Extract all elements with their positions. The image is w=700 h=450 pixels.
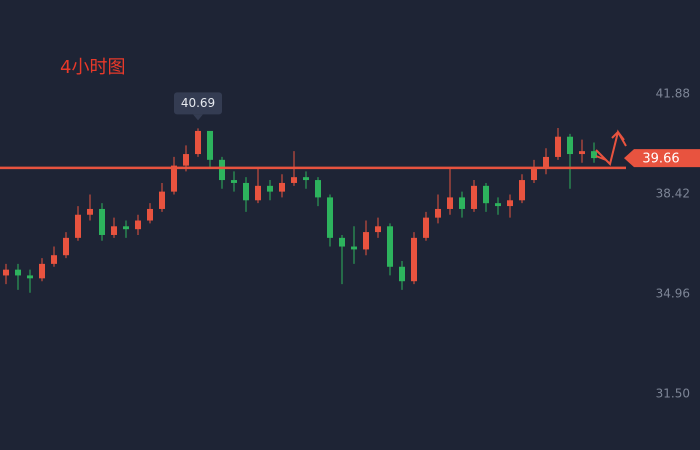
peak-label: 40.69 — [181, 96, 215, 110]
candle-body — [255, 185, 261, 201]
candle-body — [423, 217, 429, 238]
candle-body — [219, 159, 225, 181]
candle-body — [483, 185, 489, 204]
candle-body — [375, 226, 381, 233]
candle-body — [231, 180, 237, 183]
y-tick-label: 38.42 — [656, 186, 690, 200]
last-price-label: 39.66 — [642, 152, 679, 167]
peak-label-box — [174, 92, 222, 115]
candle-body — [183, 154, 189, 166]
candle-body — [267, 185, 273, 192]
candle-body — [15, 269, 21, 276]
candle-body — [303, 177, 309, 181]
candle-body — [27, 275, 33, 279]
candle-body — [579, 151, 585, 155]
arrow-drawing — [595, 129, 627, 166]
candle-body — [447, 197, 453, 209]
candle-body — [243, 182, 249, 201]
candle-body — [459, 197, 465, 209]
candle-body — [507, 200, 513, 207]
candle-body — [87, 208, 93, 215]
peak-label-pointer — [193, 114, 203, 121]
candle-body — [567, 136, 573, 155]
candle-body — [411, 237, 417, 282]
candle-body — [75, 214, 81, 238]
candle-body — [111, 226, 117, 235]
y-tick-label: 41.88 — [656, 86, 690, 100]
candle-body — [171, 165, 177, 192]
y-tick-label: 31.50 — [656, 386, 690, 400]
candle-body — [195, 130, 201, 155]
candle-body — [399, 266, 405, 282]
candle-body — [339, 237, 345, 247]
candle-body — [99, 208, 105, 235]
candle-body — [291, 177, 297, 183]
candle-body — [315, 180, 321, 198]
candle-body — [135, 220, 141, 230]
candle-body — [363, 232, 369, 250]
candle-body — [279, 182, 285, 192]
candle-body — [387, 226, 393, 267]
candle-body — [435, 208, 441, 218]
candle-body — [591, 151, 597, 159]
candle-body — [3, 269, 9, 276]
candle-body — [327, 197, 333, 238]
chart-title: 4小时图 — [60, 57, 125, 78]
candle-body — [555, 136, 561, 157]
candle-body — [147, 208, 153, 221]
candle-body — [51, 255, 57, 264]
candle-body — [531, 168, 537, 181]
candle-body — [123, 226, 129, 230]
price-tag — [624, 149, 700, 168]
candle-body — [207, 130, 213, 160]
candle-body — [351, 246, 357, 250]
y-tick-label: 34.96 — [656, 286, 690, 300]
candle-body — [159, 191, 165, 209]
candle-body — [39, 263, 45, 279]
candle-body — [495, 203, 501, 207]
candle-body — [519, 180, 525, 201]
candle-body — [63, 237, 69, 256]
candle-body — [543, 156, 549, 169]
candle-body — [471, 185, 477, 209]
